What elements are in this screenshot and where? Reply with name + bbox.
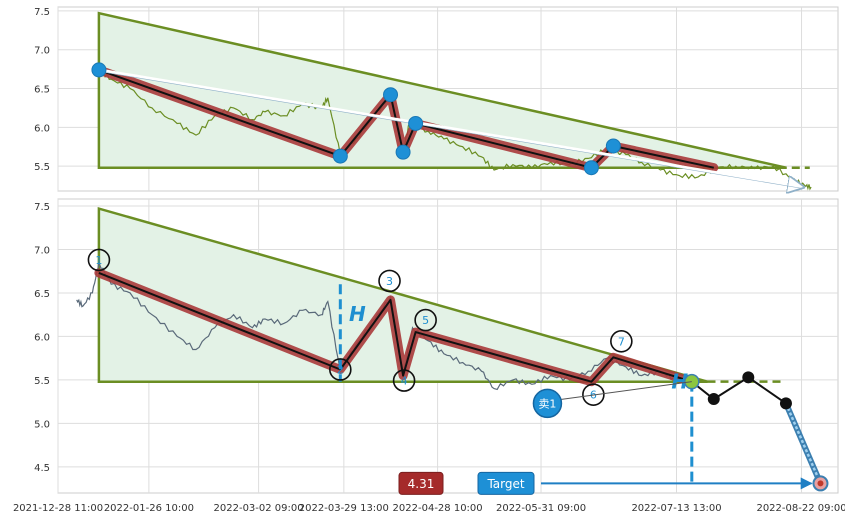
top-trend-arrow <box>98 68 804 187</box>
sell-signal-label: 卖1 <box>538 397 556 410</box>
pivot-label-1: 1 <box>95 254 102 267</box>
sell-signal-connector <box>561 381 692 400</box>
bottom-ytick-label: 4.5 <box>34 463 50 474</box>
top-pivot-point <box>583 160 599 176</box>
top-pivot-point <box>605 138 621 154</box>
top-pivot-point <box>332 148 348 164</box>
pivot-label-circle <box>87 248 111 272</box>
top-pivot-point <box>395 144 411 160</box>
pivot-label-circle <box>582 383 605 406</box>
bottom-xtick-label: 2021-12-28 11:00 <box>13 503 103 514</box>
top-ytick-label: 7.5 <box>34 7 50 18</box>
top-ytick-label: 6.5 <box>34 85 50 96</box>
bottom-ytick-label: 7.5 <box>34 202 50 213</box>
pivot-label-7: 7 <box>618 335 625 348</box>
pivot-label-4: 4 <box>401 375 408 388</box>
top-ytick-label: 7.0 <box>34 46 50 57</box>
bottom-xtick-label: 2022-04-28 10:00 <box>393 503 483 514</box>
bottom-ytick-label: 6.5 <box>34 289 50 300</box>
bottom-ytick-label: 5.5 <box>34 376 50 387</box>
target-value-box <box>398 471 444 495</box>
height-marker-label: H <box>349 302 366 326</box>
sell-signal-marker <box>532 388 563 419</box>
top-trend-arrow-edge <box>98 71 804 189</box>
bottom-zigzag-line <box>98 271 693 383</box>
height-marker-label: H <box>671 370 688 394</box>
bottom-xtick-label: 2022-07-13 13:00 <box>631 503 721 514</box>
top-pivot-point <box>383 87 399 103</box>
projection-point <box>779 397 792 410</box>
projection-point <box>742 371 755 384</box>
pivot-label-circle <box>392 369 416 392</box>
top-ytick-label: 5.5 <box>34 162 50 173</box>
target-point-core <box>817 480 824 487</box>
projection-line <box>691 376 787 405</box>
projection-point <box>707 393 720 406</box>
top-price-line <box>98 69 812 191</box>
bottom-xtick-label: 2022-08-22 09:00 <box>756 503 845 514</box>
pivot-label-circle <box>414 308 437 332</box>
bottom-ytick-label: 5.0 <box>34 419 50 430</box>
target-label: Target <box>486 477 524 491</box>
pivot-label-circle <box>610 330 633 353</box>
bottom-ytick-label: 7.0 <box>34 245 50 256</box>
bottom-xtick-label: 2022-05-31 09:00 <box>496 503 586 514</box>
target-box <box>477 471 535 495</box>
pivot-label-circle <box>329 358 352 381</box>
top-pivot-point <box>91 62 107 78</box>
pivot-label-3: 3 <box>386 275 393 288</box>
top-panel: 5.5 6.0 6.5 7.0 7.5 <box>34 6 839 191</box>
bottom-ytick-label: 6.0 <box>34 332 50 343</box>
bottom-xtick-label: 2022-03-29 13:00 <box>299 503 389 514</box>
projection-band-inner <box>784 402 822 484</box>
top-pivot-point <box>408 115 424 131</box>
pivot-label-2: 2 <box>337 363 344 376</box>
bottom-xtick-label: 2022-03-02 09:00 <box>214 503 304 514</box>
bottom-xtick-label: 2022-01-26 10:00 <box>104 503 194 514</box>
target-value-label: 4.31 <box>408 477 435 491</box>
pivot-label-circle <box>378 269 401 293</box>
pivot-label-5: 5 <box>422 314 429 327</box>
top-ytick-label: 6.0 <box>34 123 50 134</box>
